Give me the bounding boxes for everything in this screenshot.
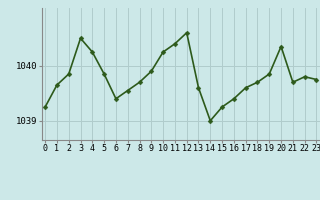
Text: Graphe pression niveau de la mer (hPa): Graphe pression niveau de la mer (hPa) [32, 181, 288, 191]
